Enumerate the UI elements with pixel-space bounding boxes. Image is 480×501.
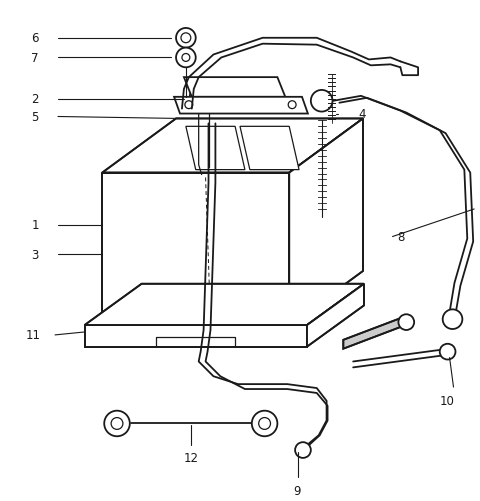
Circle shape <box>176 29 196 49</box>
Circle shape <box>190 84 217 111</box>
Text: 9: 9 <box>293 484 301 497</box>
Text: 3: 3 <box>31 248 39 261</box>
Circle shape <box>398 315 414 330</box>
Polygon shape <box>102 173 289 326</box>
Circle shape <box>185 102 193 109</box>
Polygon shape <box>186 127 245 170</box>
Circle shape <box>181 34 191 44</box>
Text: 12: 12 <box>183 451 198 464</box>
Circle shape <box>443 310 462 329</box>
Circle shape <box>440 344 456 360</box>
Text: 6: 6 <box>31 32 39 45</box>
Polygon shape <box>102 119 363 173</box>
Polygon shape <box>184 78 285 98</box>
Text: 7: 7 <box>31 52 39 65</box>
Text: 4: 4 <box>358 108 366 121</box>
Polygon shape <box>240 127 299 170</box>
Circle shape <box>311 91 333 112</box>
Polygon shape <box>343 319 400 349</box>
Circle shape <box>104 411 130 436</box>
Text: 1: 1 <box>31 219 39 232</box>
Circle shape <box>295 442 311 458</box>
Polygon shape <box>84 326 307 347</box>
Circle shape <box>288 102 296 109</box>
Text: 5: 5 <box>31 111 39 124</box>
Text: 11: 11 <box>25 329 40 342</box>
Circle shape <box>111 418 123 429</box>
Circle shape <box>182 55 190 62</box>
Circle shape <box>197 91 211 105</box>
Polygon shape <box>307 284 364 347</box>
Circle shape <box>259 418 271 429</box>
Text: 8: 8 <box>397 230 405 243</box>
Polygon shape <box>84 284 364 326</box>
Text: 10: 10 <box>439 394 454 407</box>
Polygon shape <box>174 98 308 114</box>
Text: 2: 2 <box>31 93 39 106</box>
Circle shape <box>176 49 196 68</box>
Circle shape <box>252 411 277 436</box>
Polygon shape <box>289 119 363 326</box>
